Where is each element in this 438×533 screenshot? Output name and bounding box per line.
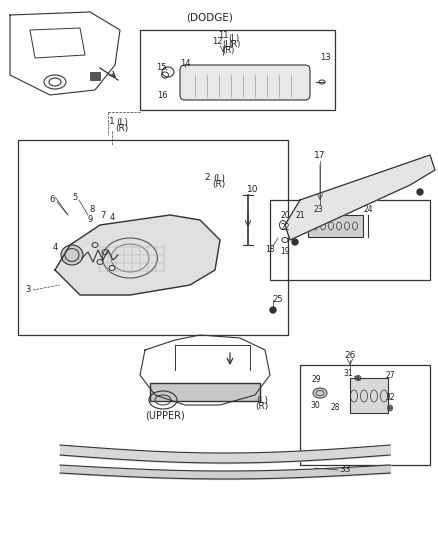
Bar (308, 215, 363, 237)
Text: 26: 26 (344, 351, 356, 359)
Text: 13: 13 (320, 53, 330, 62)
Text: 23: 23 (313, 206, 323, 214)
Text: 28: 28 (330, 403, 340, 413)
Text: (L): (L) (213, 174, 225, 182)
Text: 22: 22 (280, 223, 290, 232)
Text: 5: 5 (72, 192, 78, 201)
Text: 29: 29 (311, 376, 321, 384)
Ellipse shape (61, 245, 83, 265)
Circle shape (417, 189, 423, 195)
Circle shape (292, 239, 298, 245)
Text: (L): (L) (116, 117, 128, 126)
Text: 7: 7 (100, 211, 106, 220)
Text: (L): (L) (229, 34, 240, 43)
Text: 4: 4 (53, 244, 58, 253)
Text: 2: 2 (204, 174, 210, 182)
Text: 17: 17 (314, 150, 326, 159)
Text: 8: 8 (89, 206, 95, 214)
Polygon shape (55, 215, 220, 295)
Text: 31: 31 (343, 368, 353, 377)
Circle shape (357, 376, 360, 379)
Bar (270, 200, 430, 280)
Text: (R): (R) (255, 402, 268, 411)
Text: 1: 1 (109, 117, 115, 126)
Text: 32: 32 (385, 393, 395, 402)
Text: (R): (R) (115, 125, 129, 133)
Text: (R): (R) (212, 181, 226, 190)
Text: —: — (314, 77, 325, 87)
Bar (350, 378, 388, 413)
Text: 6: 6 (49, 196, 55, 205)
Text: 24: 24 (363, 206, 373, 214)
Text: 12: 12 (212, 37, 222, 46)
Text: 4: 4 (110, 214, 115, 222)
Text: 10: 10 (247, 185, 259, 195)
Text: 15: 15 (156, 62, 166, 71)
Text: 9: 9 (87, 215, 92, 224)
Text: 27: 27 (385, 370, 395, 379)
Text: 11: 11 (218, 30, 228, 39)
Text: 20: 20 (280, 211, 290, 220)
Text: (L): (L) (256, 395, 268, 405)
Text: (UPPER): (UPPER) (145, 410, 185, 420)
Ellipse shape (313, 388, 327, 398)
Text: 3: 3 (25, 286, 31, 295)
Text: 16: 16 (157, 91, 167, 100)
Text: 18: 18 (265, 246, 275, 254)
Text: 14: 14 (180, 59, 190, 68)
Text: 25: 25 (273, 295, 283, 304)
Text: 19: 19 (280, 247, 290, 256)
Text: (R): (R) (222, 45, 234, 54)
Bar (140, 30, 335, 110)
Text: 33: 33 (339, 465, 351, 474)
FancyBboxPatch shape (180, 65, 310, 100)
Bar (150, 383, 260, 401)
Circle shape (389, 407, 392, 409)
Text: (L): (L) (223, 39, 233, 49)
Bar (90, 72, 100, 80)
Bar (18, 140, 288, 335)
Text: (DODGE): (DODGE) (187, 13, 233, 23)
Bar (300, 365, 430, 465)
Text: 30: 30 (310, 400, 320, 409)
Circle shape (270, 307, 276, 313)
Polygon shape (285, 155, 435, 240)
Text: 21: 21 (295, 211, 305, 220)
Text: (R): (R) (228, 39, 240, 49)
